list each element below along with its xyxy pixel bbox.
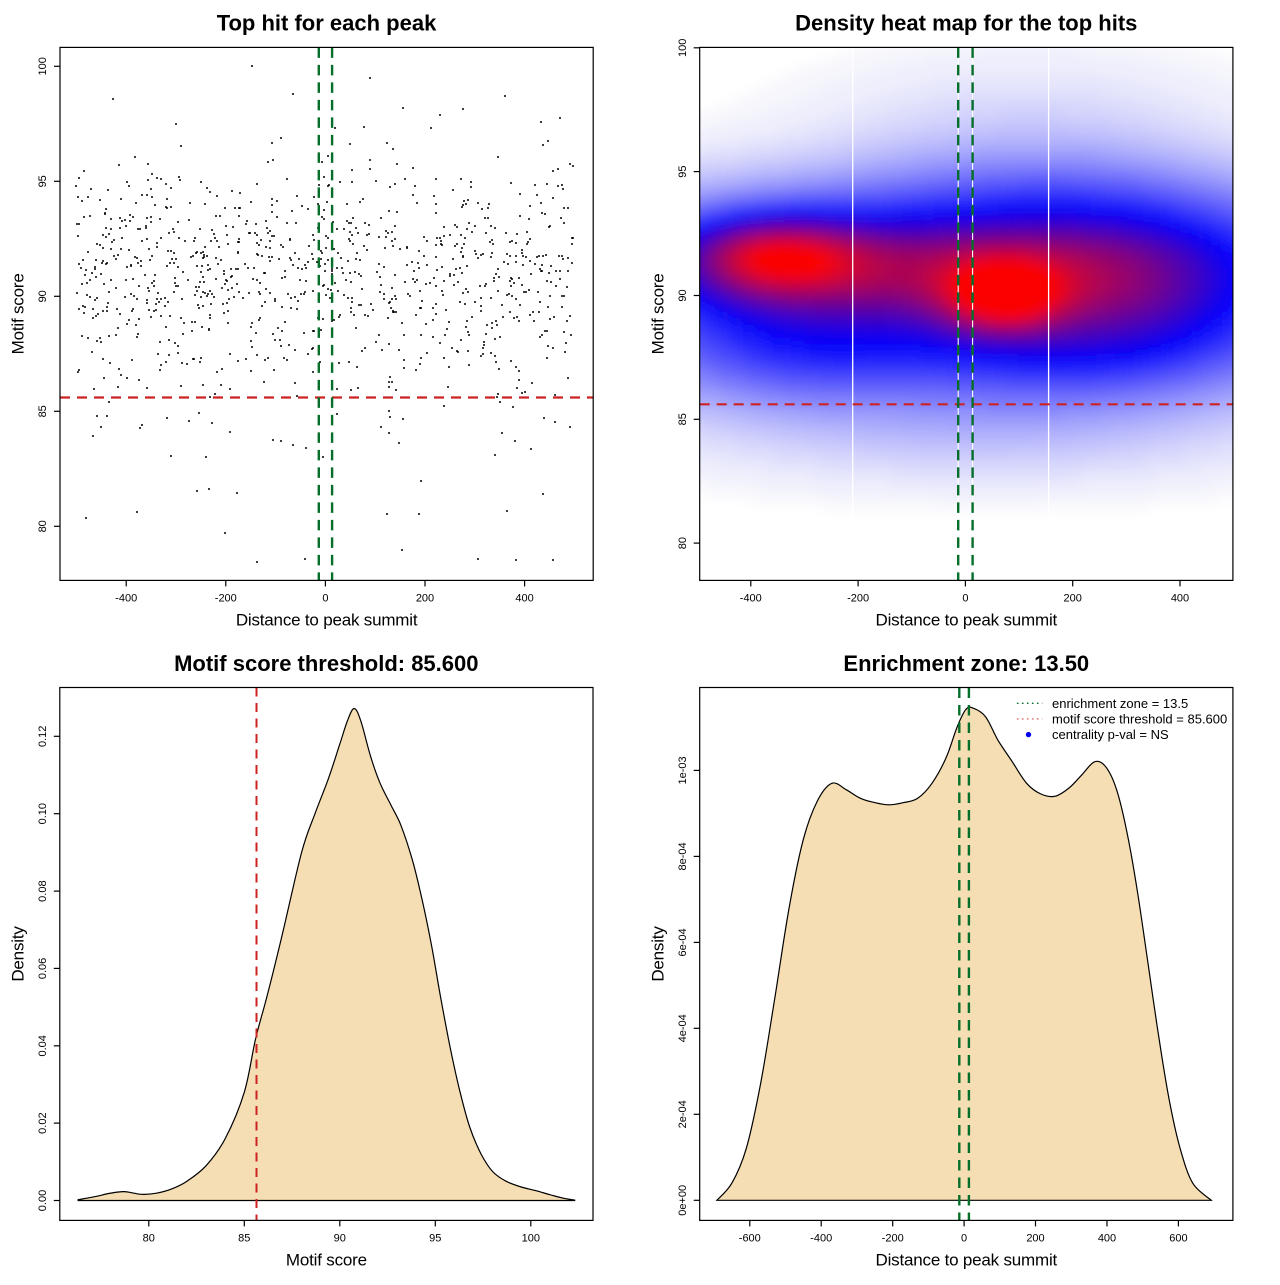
- svg-text:400: 400: [1171, 593, 1189, 605]
- svg-text:enrichment zone = 13.5: enrichment zone = 13.5: [1052, 696, 1188, 711]
- svg-text:4e-04: 4e-04: [677, 1014, 689, 1042]
- svg-text:Distance to peak summit: Distance to peak summit: [236, 611, 418, 630]
- svg-text:Motif score threshold: 85.600: Motif score threshold: 85.600: [174, 651, 478, 676]
- svg-text:0.00: 0.00: [37, 1190, 49, 1211]
- svg-text:Density: Density: [9, 926, 28, 982]
- svg-text:0: 0: [962, 593, 968, 605]
- svg-text:Motif score: Motif score: [648, 273, 667, 354]
- svg-text:Enrichment zone: 13.50: Enrichment zone: 13.50: [843, 651, 1089, 676]
- svg-text:0.12: 0.12: [37, 726, 49, 747]
- svg-text:-200: -200: [215, 593, 237, 605]
- svg-text:-400: -400: [115, 593, 137, 605]
- svg-text:0e+00: 0e+00: [677, 1185, 689, 1216]
- svg-text:100: 100: [522, 1233, 540, 1245]
- svg-text:95: 95: [677, 165, 689, 177]
- svg-text:Top hit for each peak: Top hit for each peak: [217, 11, 437, 36]
- svg-text:600: 600: [1169, 1233, 1187, 1245]
- svg-text:0.08: 0.08: [37, 880, 49, 901]
- svg-text:-400: -400: [740, 593, 762, 605]
- svg-text:95: 95: [37, 175, 49, 187]
- svg-text:0.10: 0.10: [37, 803, 49, 824]
- svg-text:-400: -400: [810, 1233, 832, 1245]
- svg-text:400: 400: [515, 593, 533, 605]
- svg-text:200: 200: [416, 593, 434, 605]
- svg-text:Distance to peak summit: Distance to peak summit: [876, 1251, 1058, 1270]
- svg-text:Density: Density: [648, 926, 667, 982]
- svg-text:-200: -200: [882, 1233, 904, 1245]
- svg-text:400: 400: [1098, 1233, 1116, 1245]
- svg-text:90: 90: [37, 290, 49, 302]
- svg-text:motif score threshold = 85.600: motif score threshold = 85.600: [1052, 712, 1227, 727]
- svg-text:-600: -600: [739, 1233, 761, 1245]
- svg-text:Motif score: Motif score: [286, 1251, 367, 1270]
- svg-text:0.04: 0.04: [37, 1035, 49, 1056]
- svg-text:90: 90: [334, 1233, 346, 1245]
- svg-text:8e-04: 8e-04: [677, 842, 689, 870]
- svg-text:0: 0: [322, 593, 328, 605]
- svg-text:Density heat map for the top h: Density heat map for the top hits: [795, 11, 1137, 36]
- svg-text:90: 90: [677, 289, 689, 301]
- svg-text:85: 85: [37, 405, 49, 417]
- svg-text:95: 95: [429, 1233, 441, 1245]
- svg-text:80: 80: [143, 1233, 155, 1245]
- svg-text:0.06: 0.06: [37, 958, 49, 979]
- svg-text:80: 80: [677, 537, 689, 549]
- svg-text:-200: -200: [847, 593, 869, 605]
- svg-text:80: 80: [37, 520, 49, 532]
- svg-text:centrality p-val = NS: centrality p-val = NS: [1052, 727, 1169, 742]
- svg-text:100: 100: [677, 39, 689, 57]
- svg-text:200: 200: [1026, 1233, 1044, 1245]
- svg-text:85: 85: [238, 1233, 250, 1245]
- svg-text:2e-04: 2e-04: [677, 1100, 689, 1128]
- svg-text:6e-04: 6e-04: [677, 928, 689, 956]
- svg-text:200: 200: [1064, 593, 1082, 605]
- svg-text:1e-03: 1e-03: [677, 756, 689, 784]
- svg-text:0.02: 0.02: [37, 1112, 49, 1133]
- svg-text:85: 85: [677, 413, 689, 425]
- svg-text:0: 0: [961, 1233, 967, 1245]
- svg-text:Motif score: Motif score: [9, 273, 28, 354]
- svg-text:100: 100: [37, 57, 49, 75]
- svg-text:Distance to peak summit: Distance to peak summit: [876, 611, 1058, 630]
